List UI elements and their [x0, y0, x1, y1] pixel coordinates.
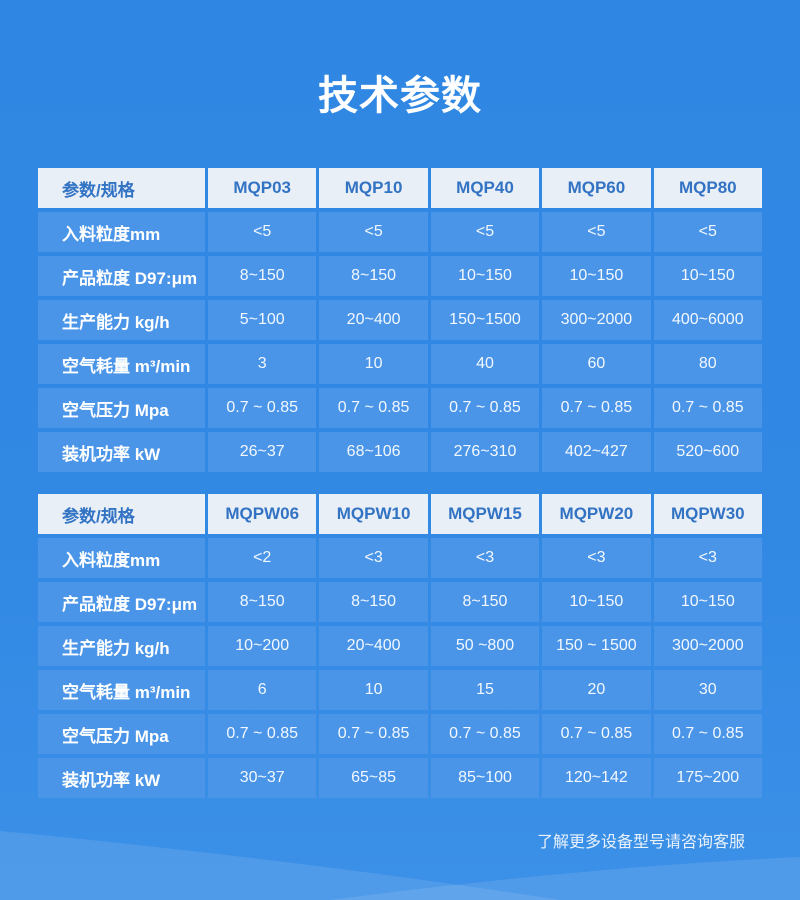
row-label: 空气压力 Mpa — [38, 388, 205, 428]
value-cell: 68~106 — [319, 432, 428, 472]
value-cell: 8~150 — [319, 582, 428, 622]
value-cell: 0.7 ~ 0.85 — [208, 714, 317, 754]
value-cell: 175~200 — [653, 758, 762, 798]
model-header-cell: MQPW15 — [430, 494, 540, 534]
value-cell: <3 — [430, 538, 540, 578]
value-cell: 8~150 — [208, 582, 317, 622]
value-cell: 26~37 — [208, 432, 317, 472]
value-cell: 0.7 ~ 0.85 — [653, 388, 762, 428]
value-cell: 8~150 — [319, 256, 428, 296]
value-cell: 8~150 — [430, 582, 540, 622]
value-cell: 10~150 — [653, 582, 762, 622]
value-cell: 30 — [653, 670, 762, 710]
row-label: 空气耗量 m³/min — [38, 344, 205, 384]
row-label: 入料粒度mm — [38, 538, 205, 578]
value-cell: 20 — [542, 670, 651, 710]
row-label: 生产能力 kg/h — [38, 626, 205, 666]
value-cell: 0.7 ~ 0.85 — [430, 714, 540, 754]
value-cell: 20~400 — [319, 300, 428, 340]
model-header-cell: MQPW30 — [653, 494, 762, 534]
value-cell: 6 — [208, 670, 317, 710]
row-label: 产品粒度 D97:μm — [38, 582, 205, 622]
value-cell: 8~150 — [208, 256, 317, 296]
spec-table-mqp: 参数/规格 MQP03 MQP10 MQP40 MQP60 MQP80 入料粒度mm <5 <5… — [38, 168, 762, 472]
value-cell: 276~310 — [430, 432, 540, 472]
model-header-cell: MQPW20 — [542, 494, 651, 534]
row-label: 空气耗量 m³/min — [38, 670, 205, 710]
row-label: 产品粒度 D97:μm — [38, 256, 205, 296]
value-cell: <3 — [653, 538, 762, 578]
value-cell: <3 — [542, 538, 651, 578]
param-spec-header-cell: 参数/规格 — [38, 168, 205, 208]
value-cell: 80 — [653, 344, 762, 384]
wave-right-shape — [330, 857, 800, 900]
value-cell: 520~600 — [653, 432, 762, 472]
value-cell: 150~1500 — [430, 300, 540, 340]
value-cell: 0.7 ~ 0.85 — [430, 388, 540, 428]
value-cell: <5 — [653, 212, 762, 252]
value-cell: 15 — [430, 670, 540, 710]
value-cell: <5 — [542, 212, 651, 252]
value-cell: 150 ~ 1500 — [542, 626, 651, 666]
row-label: 生产能力 kg/h — [38, 300, 205, 340]
value-cell: 10 — [319, 670, 428, 710]
value-cell: <3 — [319, 538, 428, 578]
value-cell: 0.7 ~ 0.85 — [542, 714, 651, 754]
value-cell: 10~200 — [208, 626, 317, 666]
value-cell: 120~142 — [542, 758, 651, 798]
value-cell: 0.7 ~ 0.85 — [542, 388, 651, 428]
param-spec-header-cell: 参数/规格 — [38, 494, 205, 534]
value-cell: 400~6000 — [653, 300, 762, 340]
value-cell: 40 — [430, 344, 540, 384]
value-cell: <5 — [430, 212, 540, 252]
row-label: 入料粒度mm — [38, 212, 205, 252]
value-cell: 5~100 — [208, 300, 317, 340]
value-cell: 10~150 — [653, 256, 762, 296]
value-cell: 10~150 — [542, 582, 651, 622]
model-header-cell: MQPW06 — [208, 494, 317, 534]
model-header-cell: MQP60 — [542, 168, 651, 208]
wave-left-shape — [0, 831, 560, 900]
spec-table-mqpw: 参数/规格 MQPW06 MQPW10 MQPW15 MQPW20 MQPW30 入料粒度m… — [38, 494, 762, 798]
page-title: 技术参数 — [318, 74, 482, 118]
value-cell: 300~2000 — [542, 300, 651, 340]
value-cell: 0.7 ~ 0.85 — [653, 714, 762, 754]
value-cell: 10~150 — [542, 256, 651, 296]
model-header-cell: MQP03 — [208, 168, 317, 208]
model-header-cell: MQP40 — [430, 168, 540, 208]
value-cell: 10 — [319, 344, 428, 384]
value-cell: 20~400 — [319, 626, 428, 666]
value-cell: 0.7 ~ 0.85 — [319, 388, 428, 428]
value-cell: 3 — [208, 344, 317, 384]
value-cell: 60 — [542, 344, 651, 384]
value-cell: <2 — [208, 538, 317, 578]
value-cell: 50 ~800 — [430, 626, 540, 666]
model-header-cell: MQPW10 — [319, 494, 428, 534]
value-cell: 402~427 — [542, 432, 651, 472]
value-cell: 85~100 — [430, 758, 540, 798]
value-cell: 10~150 — [430, 256, 540, 296]
value-cell: 300~2000 — [653, 626, 762, 666]
model-header-cell: MQP10 — [319, 168, 428, 208]
row-label: 装机功率 kW — [38, 758, 205, 798]
value-cell: <5 — [319, 212, 428, 252]
value-cell: 0.7 ~ 0.85 — [319, 714, 428, 754]
value-cell: 65~85 — [319, 758, 428, 798]
value-cell: <5 — [208, 212, 317, 252]
row-label: 空气压力 Mpa — [38, 714, 205, 754]
row-label: 装机功率 kW — [38, 432, 205, 472]
model-header-cell: MQP80 — [653, 168, 762, 208]
footer-note: 了解更多设备型号请咨询客服 — [536, 834, 745, 851]
value-cell: 0.7 ~ 0.85 — [208, 388, 317, 428]
value-cell: 30~37 — [208, 758, 317, 798]
